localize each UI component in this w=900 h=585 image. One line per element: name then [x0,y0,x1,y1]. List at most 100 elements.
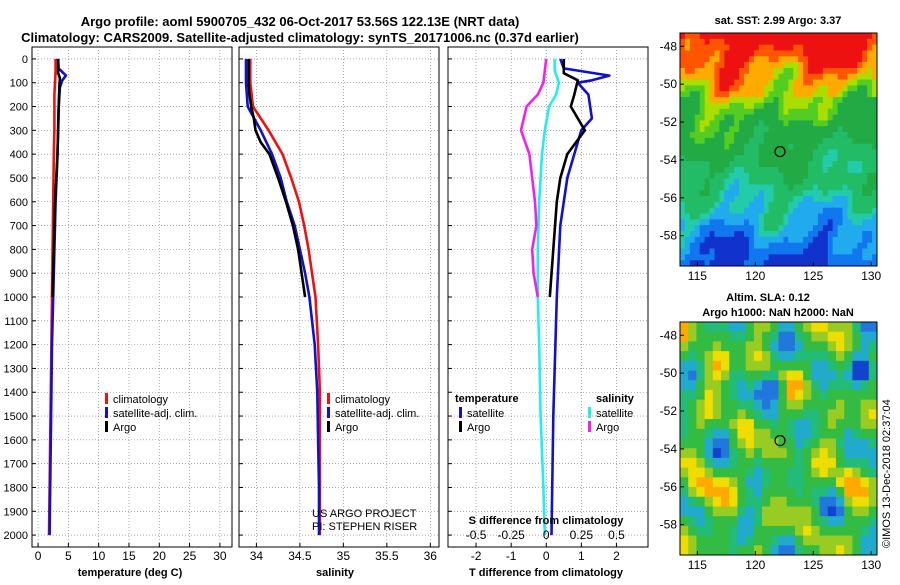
map-cell [762,487,771,498]
map-cell [763,38,770,46]
map-cell [768,190,774,197]
map-cell [744,242,750,249]
map-cell [758,213,765,220]
map-cell [872,114,878,121]
map-cell [872,97,878,104]
map-cell [808,79,814,86]
map-cell [729,62,735,69]
map-cell [704,260,710,267]
s-diff-tick-label: -0.5 [466,528,487,542]
map-cell [852,137,858,145]
map-cell [696,487,706,498]
map-cell [842,149,848,156]
map-cell [724,260,730,267]
map-cell [694,242,701,249]
map-cell [793,225,799,232]
map-cell [793,178,799,185]
sst-map-field [680,33,878,267]
map-cell [729,389,738,401]
map-cell [798,85,804,92]
map-cell [719,242,725,249]
map-cell [745,409,755,420]
map-cell [689,178,696,185]
map-cell [842,33,848,40]
map-cell [778,428,788,439]
map-cell [788,126,794,133]
map-cell [729,114,735,121]
map-cell [724,231,730,238]
salinity-grid [239,47,439,547]
map-cell [699,184,706,191]
map-cell [768,85,774,92]
map-cell [778,62,784,69]
map-cell [704,56,710,63]
map-cell [842,56,848,63]
map-cell [793,79,799,86]
temperature-panel: 0 5 10 15 20 25 30 temperature (deg C) climato… [31,46,233,579]
map-cell [714,79,720,86]
map-cell [699,231,706,238]
map-cell [842,231,848,238]
map-cell [709,254,715,261]
map-cell [684,248,691,255]
map-cell [744,38,750,46]
map-cell [688,496,697,507]
map-cell [794,438,804,449]
map-cell [739,201,745,209]
map-cell [744,50,750,57]
map-cell [862,102,868,110]
map-cell [744,184,750,191]
legend-title-temperature: temperature [455,393,519,405]
map-cell [872,73,878,81]
map-cell [827,102,834,110]
map-cell [744,231,750,238]
map-cell [684,73,691,81]
map-cell [847,62,853,69]
map-cell [837,207,843,214]
map-cell [857,85,863,92]
map-cell [835,370,845,381]
map-cell [827,126,834,133]
map-cell [763,219,770,226]
map-cell [729,242,735,249]
map-cell [778,545,788,556]
x-tick-label: 25 [183,549,197,563]
depth-tick-label: 800 [10,244,28,256]
map-cell [724,97,730,104]
map-cell [803,438,812,449]
map-cell [680,438,689,449]
map-cell [827,38,834,46]
map-cell [704,409,714,420]
map-cell [783,213,789,220]
map-cell [868,448,878,459]
map-cell [709,120,715,127]
map-cell [852,545,861,556]
map-cell [704,399,714,410]
map-cell [721,477,730,488]
map-cell [798,225,804,232]
map-cell [714,97,720,104]
map-cell [835,331,845,342]
map-cell [763,231,770,238]
map-cell [689,161,696,168]
map-cell [734,79,740,86]
salinity-x-ticks: 34 34.5 35 35.5 36 [250,549,438,563]
map-cell [748,132,755,139]
map-cell [688,322,697,333]
map-cell [763,178,770,185]
map-cell [729,67,735,75]
map-cell [783,56,789,63]
map-cell [862,248,868,255]
map-cell [803,143,809,150]
map-cell [783,166,789,174]
map-cell [786,399,796,410]
map-cell [768,50,774,57]
map-cell [745,467,755,478]
legend-swatch-climatology [105,393,108,404]
map-cell [758,225,765,232]
map-cell [817,213,824,220]
map-cell [729,331,738,342]
map-cell [748,143,755,150]
map-cell [842,79,848,86]
map-cell [729,236,735,244]
